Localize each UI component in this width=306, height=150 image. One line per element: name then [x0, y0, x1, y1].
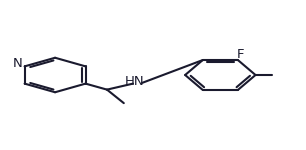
Text: N: N [13, 57, 23, 70]
Text: F: F [237, 48, 244, 61]
Text: HN: HN [125, 75, 144, 88]
